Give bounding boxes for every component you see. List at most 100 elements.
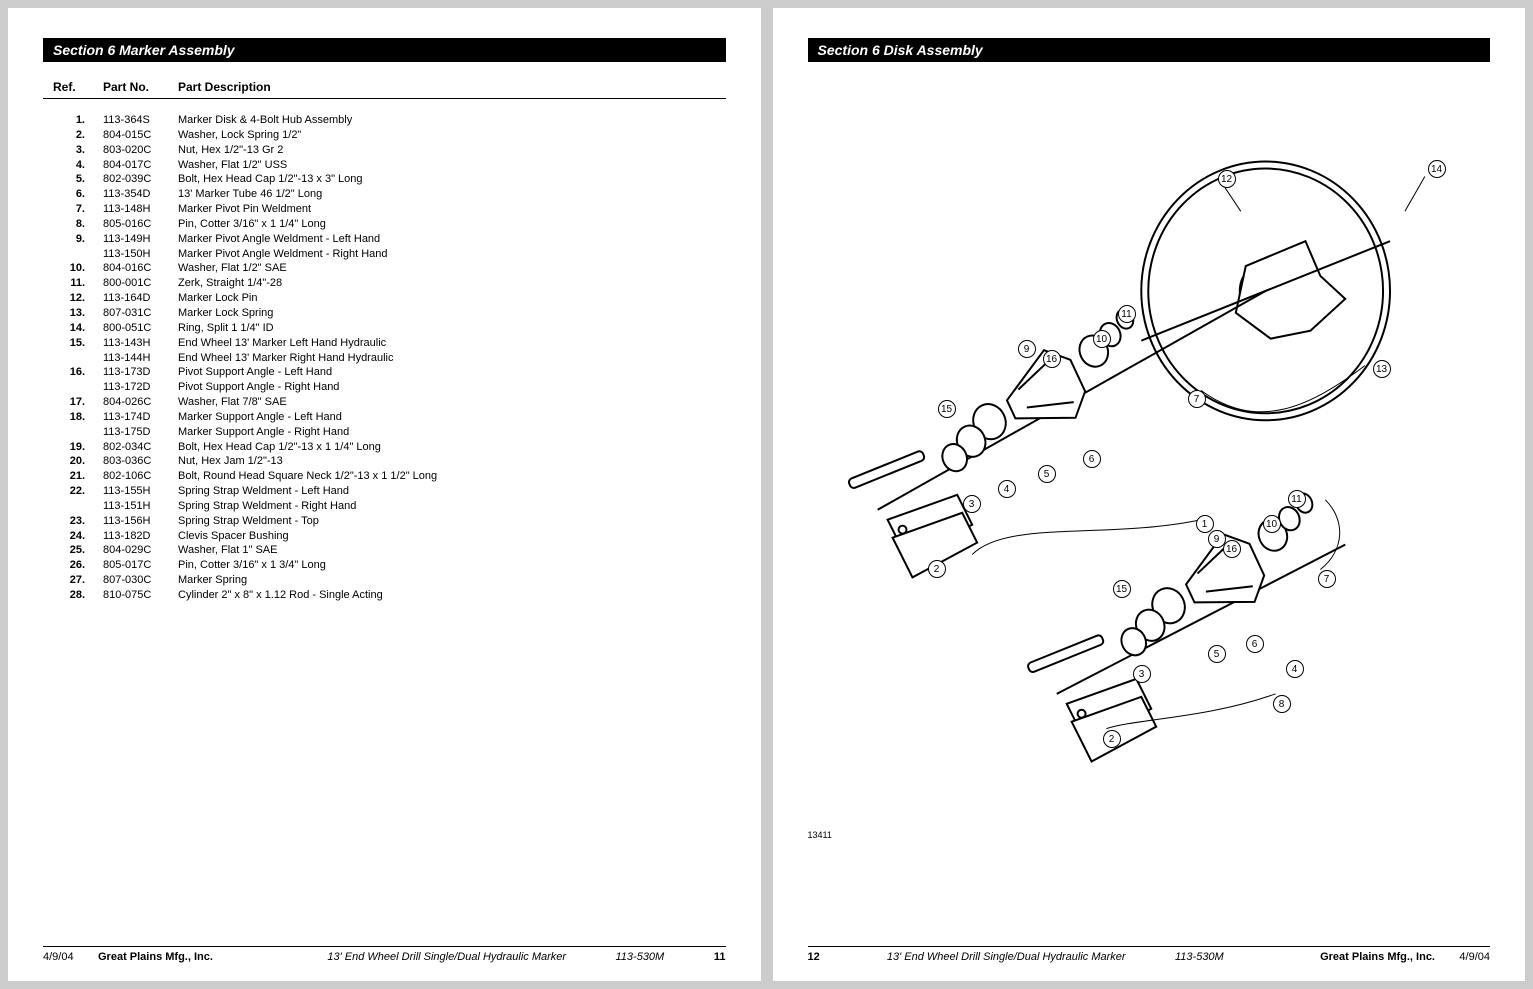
part-row: 10.804-016CWasher, Flat 1/2" SAE	[53, 261, 716, 276]
header-desc: Part Description	[178, 80, 716, 94]
footer-company: Great Plains Mfg., Inc.	[98, 951, 278, 963]
part-ref: 10.	[53, 261, 103, 276]
part-description: Marker Support Angle - Right Hand	[178, 425, 716, 440]
callout-1: 1	[1196, 515, 1214, 533]
part-description: Marker Lock Spring	[178, 306, 716, 321]
part-description: Nut, Hex 1/2"-13 Gr 2	[178, 143, 716, 158]
part-row: 7.113-148HMarker Pivot Pin Weldment	[53, 202, 716, 217]
part-number: 113-151H	[103, 499, 178, 514]
part-row: 113-150HMarker Pivot Angle Weldment - Ri…	[53, 247, 716, 262]
part-number: 113-173D	[103, 365, 178, 380]
footer-model: 113-530M	[616, 951, 696, 963]
part-description: Ring, Split 1 1/4" ID	[178, 321, 716, 336]
part-row: 5.802-039CBolt, Hex Head Cap 1/2"-13 x 3…	[53, 172, 716, 187]
part-number: 113-174D	[103, 410, 178, 425]
callout-10: 10	[1093, 330, 1111, 348]
callout-13: 13	[1373, 360, 1391, 378]
part-number: 810-075C	[103, 588, 178, 603]
part-ref: 21.	[53, 469, 103, 484]
part-description: Pin, Cotter 3/16" x 1 1/4" Long	[178, 217, 716, 232]
part-ref: 25.	[53, 543, 103, 558]
part-row: 20.803-036CNut, Hex Jam 1/2"-13	[53, 454, 716, 469]
part-description: 13' Marker Tube 46 1/2" Long	[178, 187, 716, 202]
part-description: Marker Pivot Pin Weldment	[178, 202, 716, 217]
part-description: Washer, Flat 1/2" USS	[178, 158, 716, 173]
part-row: 17.804-026CWasher, Flat 7/8" SAE	[53, 395, 716, 410]
part-ref: 28.	[53, 588, 103, 603]
callout-9: 9	[1018, 340, 1036, 358]
footer-model: 113-530M	[1175, 951, 1255, 963]
part-ref	[53, 380, 103, 395]
part-number: 113-155H	[103, 484, 178, 499]
part-row: 1.113-364SMarker Disk & 4-Bolt Hub Assem…	[53, 113, 716, 128]
part-row: 26.805-017CPin, Cotter 3/16" x 1 3/4" Lo…	[53, 558, 716, 573]
part-row: 113-172DPivot Support Angle - Right Hand	[53, 380, 716, 395]
callout-16: 16	[1223, 540, 1241, 558]
part-ref	[53, 499, 103, 514]
callout-11: 11	[1118, 305, 1136, 323]
callout-6: 6	[1246, 635, 1264, 653]
parts-table-body: 1.113-364SMarker Disk & 4-Bolt Hub Assem…	[43, 113, 726, 946]
part-description: Marker Pivot Angle Weldment - Left Hand	[178, 232, 716, 247]
part-number: 113-364S	[103, 113, 178, 128]
part-row: 8.805-016CPin, Cotter 3/16" x 1 1/4" Lon…	[53, 217, 716, 232]
part-description: Washer, Flat 1/2" SAE	[178, 261, 716, 276]
part-description: End Wheel 13' Marker Right Hand Hydrauli…	[178, 351, 716, 366]
part-ref: 14.	[53, 321, 103, 336]
footer-docname: 13' End Wheel Drill Single/Dual Hydrauli…	[278, 951, 616, 963]
part-row: 113-175DMarker Support Angle - Right Han…	[53, 425, 716, 440]
part-row: 23.113-156HSpring Strap Weldment - Top	[53, 514, 716, 529]
section-header-left: Section 6 Marker Assembly	[43, 38, 726, 62]
callout-7: 7	[1318, 570, 1336, 588]
part-number: 113-164D	[103, 291, 178, 306]
callout-8: 8	[1273, 695, 1291, 713]
part-row: 11.800-001CZerk, Straight 1/4"-28	[53, 276, 716, 291]
part-description: Bolt, Round Head Square Neck 1/2"-13 x 1…	[178, 469, 716, 484]
callout-14: 14	[1428, 160, 1446, 178]
part-number: 807-030C	[103, 573, 178, 588]
part-number: 804-016C	[103, 261, 178, 276]
part-description: Pin, Cotter 3/16" x 1 3/4" Long	[178, 558, 716, 573]
part-ref: 24.	[53, 529, 103, 544]
callout-16: 16	[1043, 350, 1061, 368]
part-number: 113-144H	[103, 351, 178, 366]
part-row: 4.804-017CWasher, Flat 1/2" USS	[53, 158, 716, 173]
part-number: 803-020C	[103, 143, 178, 158]
part-ref: 18.	[53, 410, 103, 425]
part-ref	[53, 247, 103, 262]
part-ref: 2.	[53, 128, 103, 143]
part-row: 22.113-155HSpring Strap Weldment - Left …	[53, 484, 716, 499]
part-ref: 16.	[53, 365, 103, 380]
part-ref: 22.	[53, 484, 103, 499]
footer-company: Great Plains Mfg., Inc.	[1255, 951, 1435, 963]
part-number: 113-148H	[103, 202, 178, 217]
part-row: 21.802-106CBolt, Round Head Square Neck …	[53, 469, 716, 484]
part-number: 802-106C	[103, 469, 178, 484]
callout-4: 4	[1286, 660, 1304, 678]
callout-2: 2	[1103, 730, 1121, 748]
part-description: Bolt, Hex Head Cap 1/2"-13 x 3" Long	[178, 172, 716, 187]
part-description: Spring Strap Weldment - Right Hand	[178, 499, 716, 514]
callout-12: 12	[1218, 170, 1236, 188]
part-number: 805-016C	[103, 217, 178, 232]
part-row: 13.807-031CMarker Lock Spring	[53, 306, 716, 321]
part-ref: 8.	[53, 217, 103, 232]
part-row: 3.803-020CNut, Hex 1/2"-13 Gr 2	[53, 143, 716, 158]
footer-date: 4/9/04	[43, 951, 98, 963]
footer-date: 4/9/04	[1435, 951, 1490, 963]
callout-15: 15	[938, 400, 956, 418]
callout-4: 4	[998, 480, 1016, 498]
part-description: Pivot Support Angle - Left Hand	[178, 365, 716, 380]
callout-5: 5	[1208, 645, 1226, 663]
part-ref: 17.	[53, 395, 103, 410]
part-ref: 3.	[53, 143, 103, 158]
page-footer-right: 12 13' End Wheel Drill Single/Dual Hydra…	[808, 946, 1491, 963]
part-number: 113-143H	[103, 336, 178, 351]
part-ref	[53, 351, 103, 366]
part-number: 113-149H	[103, 232, 178, 247]
part-number: 800-051C	[103, 321, 178, 336]
part-number: 804-026C	[103, 395, 178, 410]
diagram-svg	[808, 80, 1491, 850]
part-number: 800-001C	[103, 276, 178, 291]
part-description: Marker Lock Pin	[178, 291, 716, 306]
